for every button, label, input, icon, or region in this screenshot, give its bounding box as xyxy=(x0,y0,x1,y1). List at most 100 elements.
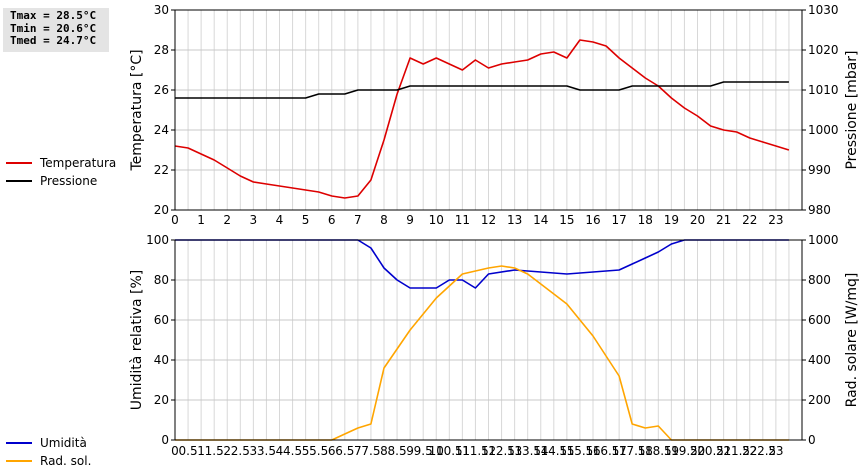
y2-tick-label: 1000 xyxy=(808,233,839,247)
x-tick-label: 19 xyxy=(664,213,679,227)
x-tick-label: 9 xyxy=(406,213,414,227)
x-tick-label: 11 xyxy=(455,213,470,227)
x-tick-label: 22.5 xyxy=(749,444,776,458)
x-tick-label: 21 xyxy=(716,444,731,458)
series-line-umidit- xyxy=(175,239,789,289)
legend-item-umidita: Umidità xyxy=(6,434,91,452)
x-tick-label: 18 xyxy=(638,444,653,458)
x-tick-label: 22 xyxy=(742,213,757,227)
y-axis-label: Temperatura [°C] xyxy=(129,49,145,171)
y-tick-label: 26 xyxy=(154,83,169,97)
x-tick-label: 0 xyxy=(171,213,179,227)
series-line-rad-sol- xyxy=(175,265,789,441)
x-tick-label: 10 xyxy=(429,444,444,458)
y-tick-label: 24 xyxy=(154,123,169,137)
x-tick-label: 6 xyxy=(328,213,336,227)
y2-tick-label: 200 xyxy=(808,393,831,407)
x-tick-label: 23 xyxy=(768,213,783,227)
x-tick-label: 13 xyxy=(507,444,522,458)
x-tick-label: 3.5 xyxy=(257,444,276,458)
x-tick-label: 4 xyxy=(276,444,284,458)
x-tick-label: 9 xyxy=(406,444,414,458)
x-tick-label: 19.5 xyxy=(671,444,698,458)
x-tick-label: 14 xyxy=(533,444,548,458)
tmed-text: Tmed = 24.7°C xyxy=(10,34,97,47)
y-axis-label: Umidità relativa [%] xyxy=(129,270,145,411)
x-tick-label: 22 xyxy=(742,444,757,458)
x-tick-label: 15.5 xyxy=(567,444,594,458)
x-tick-label: 12.5 xyxy=(488,444,515,458)
x-tick-label: 9.5 xyxy=(414,444,433,458)
y2-axis-label: Rad. solare [W/mq] xyxy=(844,273,860,408)
stats-box: Tmax = 28.5°C Tmin = 20.6°C Tmed = 24.7°… xyxy=(3,8,109,52)
y2-tick-label: 990 xyxy=(808,163,831,177)
legend-swatch xyxy=(6,460,32,462)
x-tick-label: 12 xyxy=(481,213,496,227)
x-tick-label: 8.5 xyxy=(388,444,407,458)
legend-swatch xyxy=(6,180,32,182)
x-tick-label: 3 xyxy=(250,213,258,227)
x-tick-label: 8 xyxy=(380,444,388,458)
x-tick-label: 6 xyxy=(328,444,336,458)
x-tick-label: 16 xyxy=(585,213,600,227)
x-tick-label: 1 xyxy=(197,213,205,227)
y2-tick-label: 1010 xyxy=(808,83,839,97)
x-tick-label: 13 xyxy=(507,213,522,227)
x-tick-label: 15 xyxy=(559,213,574,227)
x-tick-label: 2 xyxy=(223,213,231,227)
x-tick-label: 1.5 xyxy=(205,444,224,458)
x-tick-label: 11 xyxy=(455,444,470,458)
tmax-text: Tmax = 28.5°C xyxy=(10,9,97,22)
x-tick-label: 16.5 xyxy=(593,444,620,458)
legend-item-temperatura: Temperatura xyxy=(6,154,116,172)
x-tick-label: 11.5 xyxy=(462,444,489,458)
legend-label: Temperatura xyxy=(40,156,117,170)
x-tick-label: 12 xyxy=(481,444,496,458)
x-tick-label: 21 xyxy=(716,213,731,227)
y-tick-label: 100 xyxy=(146,233,169,247)
x-tick-label: 6.5 xyxy=(335,444,354,458)
y2-tick-label: 600 xyxy=(808,313,831,327)
x-tick-label: 16 xyxy=(585,444,600,458)
x-tick-label: 4 xyxy=(276,213,284,227)
x-tick-label: 19 xyxy=(664,444,679,458)
y2-axis-label: Pressione [mbar] xyxy=(844,50,860,169)
x-tick-label: 7.5 xyxy=(361,444,380,458)
x-tick-label: 13.5 xyxy=(514,444,541,458)
legend-item-pressione: Pressione xyxy=(6,172,116,190)
x-tick-label: 21.5 xyxy=(723,444,750,458)
y2-tick-label: 1000 xyxy=(808,123,839,137)
x-tick-label: 5 xyxy=(302,213,310,227)
y-tick-label: 80 xyxy=(154,273,169,287)
x-tick-label: 5.5 xyxy=(309,444,328,458)
x-tick-label: 7 xyxy=(354,213,362,227)
y2-tick-label: 0 xyxy=(808,433,816,447)
x-tick-label: 14.5 xyxy=(540,444,567,458)
x-tick-label: 2.5 xyxy=(231,444,250,458)
x-tick-label: 23 xyxy=(768,444,783,458)
y2-tick-label: 1030 xyxy=(808,3,839,17)
x-tick-label: 20 xyxy=(690,444,705,458)
x-tick-label: 18.5 xyxy=(645,444,672,458)
x-tick-label: 17 xyxy=(611,444,626,458)
y2-tick-label: 980 xyxy=(808,203,831,217)
plot-frame xyxy=(174,9,803,211)
x-tick-label: 15 xyxy=(559,444,574,458)
x-tick-label: 18 xyxy=(638,213,653,227)
legend-top: Temperatura Pressione xyxy=(6,154,116,190)
y-tick-label: 28 xyxy=(154,43,169,57)
x-tick-label: 2 xyxy=(223,444,231,458)
y-tick-label: 40 xyxy=(154,353,169,367)
x-tick-label: 17.5 xyxy=(619,444,646,458)
x-tick-label: 10.5 xyxy=(436,444,463,458)
x-tick-label: 4.5 xyxy=(283,444,302,458)
x-tick-label: 5 xyxy=(302,444,310,458)
x-tick-label: 3 xyxy=(250,444,258,458)
series-line-pressione xyxy=(175,81,789,99)
x-tick-label: 14 xyxy=(533,213,548,227)
y-tick-label: 60 xyxy=(154,313,169,327)
y-tick-label: 20 xyxy=(154,393,169,407)
x-tick-label: 10 xyxy=(429,213,444,227)
